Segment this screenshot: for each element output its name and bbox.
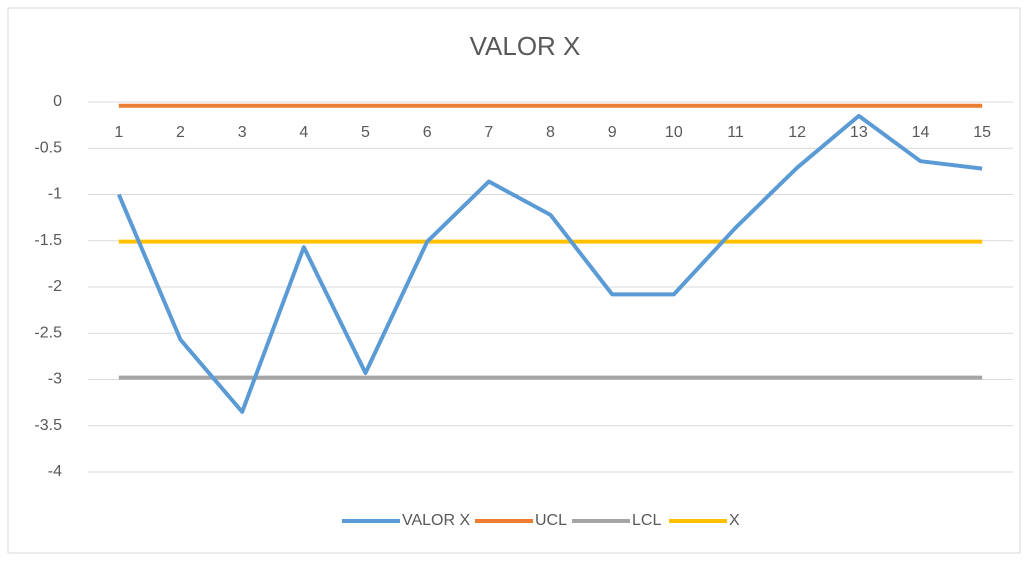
y-tick-label: -0.5 (34, 139, 62, 156)
x-tick-label: 12 (788, 124, 806, 141)
x-tick-label: 14 (912, 124, 930, 141)
y-tick-label: -2.5 (34, 324, 62, 341)
y-tick-label: -4 (48, 463, 62, 480)
y-tick-label: -3 (48, 371, 62, 388)
x-tick-label: 2 (176, 124, 185, 141)
x-tick-label: 7 (484, 124, 493, 141)
x-tick-label: 4 (299, 124, 308, 141)
legend-label: X (729, 512, 740, 529)
y-tick-label: -1 (48, 186, 62, 203)
x-tick-label: 9 (608, 124, 617, 141)
x-tick-label: 11 (727, 124, 744, 141)
x-tick-label: 6 (423, 124, 432, 141)
x-tick-label: 5 (361, 124, 370, 141)
legend-label: LCL (632, 512, 661, 529)
legend-label: UCL (535, 512, 567, 529)
y-tick-label: -2 (48, 278, 62, 295)
y-tick-label: 0 (53, 93, 62, 110)
x-tick-label: 10 (665, 124, 683, 141)
x-tick-label: 1 (114, 124, 123, 141)
y-tick-label: -3.5 (34, 417, 62, 434)
x-tick-label: 8 (546, 124, 555, 141)
x-tick-label: 3 (238, 124, 247, 141)
x-tick-label: 15 (973, 124, 991, 141)
legend-label: VALOR X (402, 512, 471, 529)
chart-border (7, 7, 1021, 554)
x-tick-label: 13 (850, 124, 868, 141)
chart-title: VALOR X (470, 31, 581, 61)
y-tick-label: -1.5 (34, 232, 62, 249)
series-line (116, 113, 983, 414)
